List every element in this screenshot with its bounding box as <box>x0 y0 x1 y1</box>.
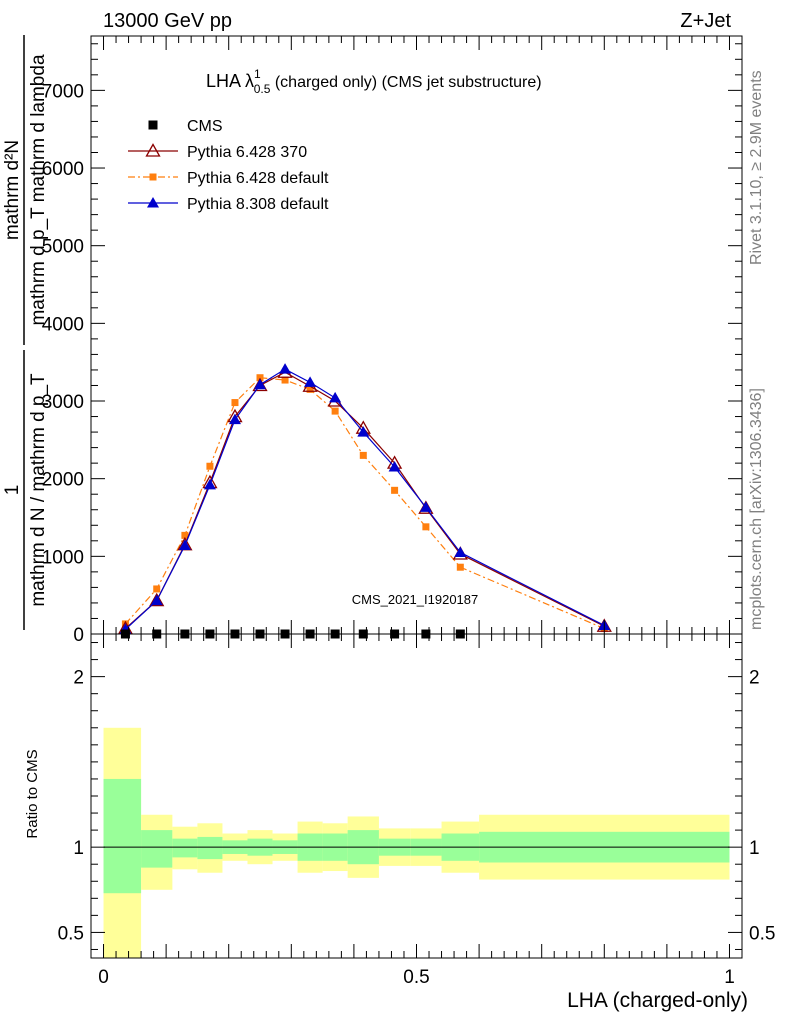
legend-item: CMS <box>148 118 223 135</box>
y-tick-label: 4000 <box>42 314 84 335</box>
x-tick-label: 0.5 <box>403 967 429 988</box>
header-left: 13000 GeV pp <box>103 10 232 32</box>
ratio-y-tick-label-right: 1 <box>749 838 760 859</box>
data-point <box>147 197 159 208</box>
header-right: Z+Jet <box>680 10 731 32</box>
data-point <box>254 378 267 390</box>
data-point <box>306 385 314 393</box>
y-tick-label: 1000 <box>42 547 84 568</box>
ylabel-frac1-num: 1 <box>2 485 23 496</box>
plot-title-sub: 0.5 <box>254 82 271 96</box>
plot-title: LHA λ1 0.5 (charged only) (CMS jet substr… <box>206 67 542 96</box>
series-line <box>124 377 605 630</box>
series-line <box>125 368 605 630</box>
data-point <box>419 501 432 512</box>
mcplots-label: mcplots.cern.ch [arXiv:1306.3436] <box>748 388 765 630</box>
x-tick-label: 1 <box>724 967 735 988</box>
x-axis-label: LHA (charged-only) <box>567 989 748 1012</box>
data-point <box>181 531 189 539</box>
data-point <box>203 478 216 490</box>
data-point <box>145 143 161 157</box>
data-point <box>329 391 342 403</box>
legend-label: Pythia 8.308 default <box>187 196 329 213</box>
band-inner-bin <box>141 830 173 868</box>
legend-label: Pythia 6.428 370 <box>187 144 307 161</box>
data-point <box>456 563 464 571</box>
data-point <box>231 399 239 407</box>
data-point <box>149 592 165 607</box>
x-tick-label: 0 <box>98 967 109 988</box>
legend: CMS Pythia 6.428 370 Pythia 6.428 default P… <box>128 118 329 213</box>
ratio-band-layer <box>103 727 730 958</box>
data-point <box>228 413 241 425</box>
legend-item: Pythia 6.428 default <box>128 170 329 187</box>
y-tick-label: 6000 <box>42 159 84 180</box>
band-inner-bin <box>197 836 223 860</box>
data-point <box>153 585 161 593</box>
ratio-y-tick-label: 1 <box>73 838 84 859</box>
y-axis-label-upper: 1 mathrm d N / mathrm d p_T mathrm d²N m… <box>2 35 49 630</box>
data-point <box>357 426 370 437</box>
ratio-plot-frame <box>90 633 743 959</box>
data-point <box>331 407 339 415</box>
data-point <box>388 461 401 472</box>
y-tick-label: 7000 <box>42 81 84 102</box>
ylabel-frac1-den: mathrm d N / mathrm d p_T <box>28 373 49 607</box>
ratio-y-tick-label: 0.5 <box>58 923 84 944</box>
series-line <box>125 371 605 630</box>
data-point <box>359 451 367 459</box>
plot-title-suffix: (charged only) (CMS jet substructure) <box>270 74 541 91</box>
y-axis-label-ratio: Ratio to CMS <box>24 749 41 838</box>
y-tick-label: 3000 <box>42 392 84 413</box>
data-point <box>150 594 163 606</box>
legend-item: Pythia 6.428 370 <box>128 143 307 161</box>
plot-title-sup: 1 <box>254 67 261 81</box>
ratio-y-tick-label-right: 0.5 <box>749 923 775 944</box>
ratio-y-tick-label-right: 2 <box>749 668 760 689</box>
data-point <box>149 173 157 181</box>
data-point <box>422 523 430 531</box>
legend-label: CMS <box>187 118 223 135</box>
band-inner-bin <box>103 778 142 894</box>
data-point <box>391 486 399 494</box>
data-point <box>178 539 191 550</box>
data-point <box>206 462 214 470</box>
data-point <box>454 546 467 557</box>
ratio-y-tick-label: 2 <box>73 668 84 689</box>
band-inner-bin <box>172 838 198 858</box>
data-point <box>304 376 317 387</box>
legend-item: Pythia 8.308 default <box>128 196 329 213</box>
ylabel-frac2-num: mathrm d²N <box>2 140 23 240</box>
plot-title-prefix: LHA λ <box>206 71 254 91</box>
analysis-watermark: CMS_2021_I1920187 <box>352 592 479 607</box>
y-tick-label: 0 <box>73 625 84 646</box>
rivet-label: Rivet 3.1.10, ≥ 2.9M events <box>748 70 765 265</box>
legend-label: Pythia 6.428 default <box>187 170 329 187</box>
data-point <box>148 120 158 130</box>
y-tick-label: 5000 <box>42 237 84 258</box>
data-point <box>279 363 292 374</box>
data-point <box>281 376 289 384</box>
y-tick-label: 2000 <box>42 470 84 491</box>
ylabel-frac2-den: mathrm d p_T mathrm d lambda <box>28 54 49 325</box>
